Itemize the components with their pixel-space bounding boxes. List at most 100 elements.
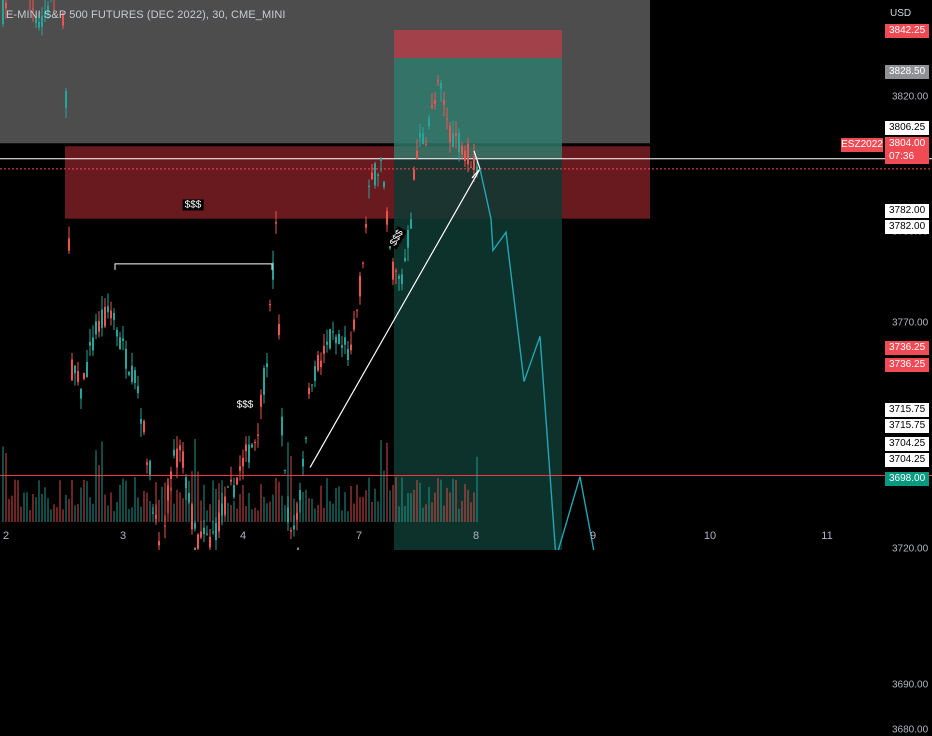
candle-body (377, 174, 379, 177)
candle-body (143, 421, 145, 433)
volume-bar (359, 497, 361, 522)
candle-body (446, 118, 448, 120)
volume-bar (5, 453, 7, 522)
volume-bar (368, 477, 370, 522)
volume-bar (416, 480, 418, 522)
volume-bar (317, 504, 319, 522)
candle-body (461, 145, 463, 155)
candle-body (191, 504, 193, 530)
volume-bar (110, 492, 112, 522)
candle-body (2, 0, 4, 25)
volume-bar (392, 485, 394, 522)
candle-body (62, 12, 64, 26)
volume-bar (185, 483, 187, 522)
volume-bar (287, 442, 289, 522)
candle-body (83, 373, 85, 379)
volume-bar (140, 506, 142, 522)
volume-bar (311, 498, 313, 522)
candle-body (107, 306, 109, 313)
volume-bar (344, 492, 346, 522)
candle-body (272, 262, 274, 280)
volume-bar (380, 440, 382, 522)
candle-body (227, 486, 229, 488)
volume-bar (20, 506, 22, 522)
trading-chart[interactable] (0, 0, 932, 550)
volume-bar (191, 471, 193, 522)
volume-bar (332, 503, 334, 522)
volume-bar (293, 498, 295, 522)
volume-bar (329, 501, 331, 522)
time-tick-label: 8 (472, 530, 480, 542)
price-badge: 3806.25 (885, 121, 929, 135)
candle-body (179, 445, 181, 451)
price-badge: 3782.00 (885, 204, 929, 218)
volume-bar (239, 494, 241, 522)
volume-bar (365, 490, 367, 522)
candle-body (323, 345, 325, 354)
chart-canvas[interactable] (0, 0, 932, 550)
volume-bar (473, 492, 475, 522)
volume-bar (176, 489, 178, 522)
candle-body (224, 496, 226, 515)
volume-bar (266, 503, 268, 522)
candle-body (80, 388, 82, 399)
candle-body (359, 275, 361, 297)
candle-body (122, 338, 124, 341)
volume-bar (215, 488, 217, 522)
volume-bar (14, 479, 16, 522)
symbol-badge: ESZ2022 (841, 138, 883, 152)
candle-body (299, 490, 301, 500)
price-badge: 3715.75 (885, 419, 929, 433)
volume-bar (371, 501, 373, 522)
volume-bar (323, 507, 325, 522)
volume-bar (197, 471, 199, 522)
volume-bar (8, 498, 10, 522)
candle-body (242, 457, 244, 467)
volume-bar (86, 481, 88, 522)
volume-bar (65, 494, 67, 522)
candle-body (344, 337, 346, 345)
price-badge: 3828.50 (885, 65, 929, 79)
candle-body (47, 5, 49, 15)
volume-bar (56, 507, 58, 522)
volume-bar (407, 493, 409, 522)
candle-body (431, 105, 433, 107)
volume-bar (245, 506, 247, 522)
time-tick-label: 10 (703, 530, 717, 542)
volume-bar (188, 501, 190, 522)
candle-body (131, 365, 133, 382)
candle-body (455, 132, 457, 136)
candle-body (269, 303, 271, 306)
candle-body (284, 469, 286, 471)
candle-body (437, 80, 439, 82)
candle-body (332, 331, 334, 333)
volume-bar (377, 501, 379, 522)
volume-bar (230, 505, 232, 522)
candle-body (473, 156, 475, 170)
volume-bar (227, 502, 229, 522)
candle-body (422, 133, 424, 145)
candle-body (338, 334, 340, 345)
candle-body (263, 368, 265, 395)
volume-bar (278, 481, 280, 522)
volume-bar (434, 492, 436, 522)
candle-body (71, 359, 73, 381)
candle-body (77, 371, 79, 383)
volume-bar (131, 507, 133, 522)
volume-bar (335, 488, 337, 522)
candle-body (398, 276, 400, 279)
candle-body (134, 370, 136, 384)
candle-body (449, 125, 451, 143)
volume-bar (467, 489, 469, 522)
candle-body (119, 337, 121, 349)
candle-body (194, 523, 196, 529)
volume-bar (80, 487, 82, 522)
volume-bar (179, 492, 181, 522)
volume-bar (347, 511, 349, 522)
volume-bar (26, 492, 28, 522)
candle-body (203, 527, 205, 535)
volume-bar (251, 509, 253, 522)
candle-body (341, 345, 343, 348)
candle-body (410, 219, 412, 229)
candle-body (140, 419, 142, 424)
